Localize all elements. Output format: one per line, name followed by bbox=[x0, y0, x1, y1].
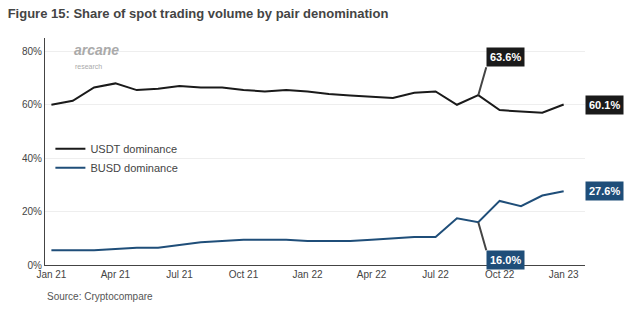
svg-text:arcane: arcane bbox=[74, 42, 119, 58]
svg-text:80%: 80% bbox=[22, 46, 42, 57]
svg-text:0%: 0% bbox=[28, 260, 43, 271]
svg-text:BUSD dominance: BUSD dominance bbox=[90, 162, 177, 174]
svg-text:Oct 21: Oct 21 bbox=[229, 269, 259, 280]
svg-text:Jul 22: Jul 22 bbox=[422, 269, 449, 280]
svg-text:40%: 40% bbox=[22, 153, 42, 164]
svg-text:research: research bbox=[75, 63, 102, 70]
svg-text:16.0%: 16.0% bbox=[490, 254, 521, 266]
svg-text:60.1%: 60.1% bbox=[589, 99, 620, 111]
svg-text:Jan 21: Jan 21 bbox=[36, 269, 66, 280]
svg-text:63.6%: 63.6% bbox=[490, 51, 521, 63]
svg-text:Figure 15: Share of spot tradi: Figure 15: Share of spot trading volume … bbox=[8, 6, 389, 21]
svg-text:Jan 23: Jan 23 bbox=[549, 269, 579, 280]
svg-text:Apr 22: Apr 22 bbox=[357, 269, 387, 280]
svg-text:Jan 22: Jan 22 bbox=[293, 269, 323, 280]
svg-text:60%: 60% bbox=[22, 99, 42, 110]
svg-text:USDT dominance: USDT dominance bbox=[90, 143, 177, 155]
svg-text:Apr 21: Apr 21 bbox=[101, 269, 131, 280]
svg-text:20%: 20% bbox=[22, 206, 42, 217]
svg-text:27.6%: 27.6% bbox=[589, 185, 620, 197]
svg-text:Oct 22: Oct 22 bbox=[485, 269, 515, 280]
svg-text:Source: Cryptocompare: Source: Cryptocompare bbox=[47, 291, 153, 302]
svg-text:Jul 21: Jul 21 bbox=[166, 269, 193, 280]
